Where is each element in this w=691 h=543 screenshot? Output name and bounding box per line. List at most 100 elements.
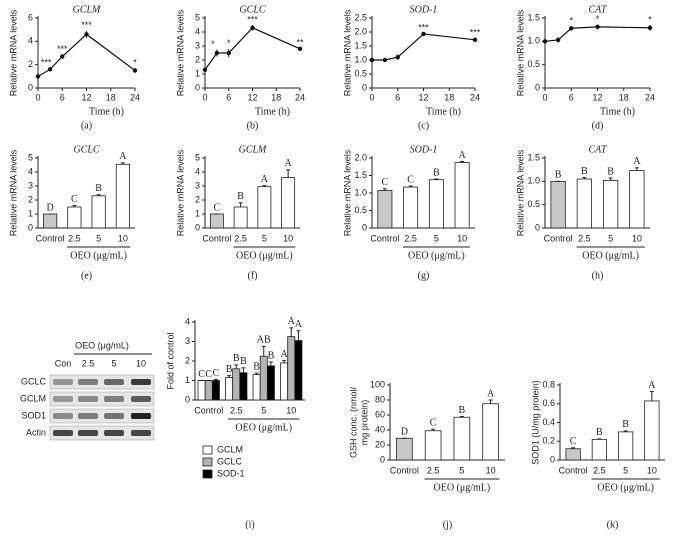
data-point	[202, 67, 208, 73]
blot-band	[53, 379, 73, 385]
significance-letter: B	[607, 166, 614, 177]
y-tick-label: 1.5	[354, 170, 367, 180]
y-axis-label: GSH conc. (nmol/	[348, 386, 358, 458]
x-tick-label: 2.5	[234, 233, 247, 243]
y-tick-label: 0	[28, 222, 33, 232]
blot-strip	[49, 425, 155, 441]
x-tick-label: Control	[202, 233, 231, 243]
significance-letter: A	[261, 174, 269, 185]
significance: ***	[41, 58, 52, 68]
blot-band	[104, 413, 124, 419]
y-tick-label: 0	[185, 394, 190, 404]
data-point	[60, 54, 65, 59]
bar	[428, 179, 444, 229]
blot-strip	[49, 408, 155, 424]
chart-title: GCLC	[73, 144, 99, 155]
x-tick-label: 5	[608, 233, 613, 243]
x-tick-label: 18	[619, 92, 629, 102]
panel-label: (c)	[418, 120, 429, 131]
panel-label: (a)	[81, 120, 92, 131]
y-tick-label: 4	[28, 36, 33, 46]
x-tick-label: 5	[434, 233, 439, 243]
x-tick-label: 6	[60, 92, 65, 102]
y-tick-label: 1.0	[354, 54, 367, 64]
chart-title: GCLM	[239, 144, 267, 155]
y-tick-label: 0.5	[527, 199, 540, 209]
panel-label: (k)	[607, 519, 619, 530]
significance: ***	[57, 44, 68, 54]
y-tick-label: 4	[195, 26, 200, 36]
significance: *	[648, 14, 652, 24]
x-tick-label: 2.5	[68, 233, 81, 243]
y-tick-label: 0.5	[527, 59, 540, 69]
data-point	[555, 37, 561, 43]
blot-band	[104, 396, 124, 402]
x-tick-label: 10	[647, 465, 657, 475]
bar	[591, 438, 607, 461]
blot-band	[104, 430, 124, 436]
blot-lane-label: 10	[136, 358, 146, 368]
significance-letter: AB	[257, 335, 271, 346]
x-tick-label: 24	[295, 92, 305, 102]
bar	[115, 163, 130, 229]
bar	[233, 206, 248, 229]
significance-letter: C	[570, 436, 577, 447]
data-point	[421, 31, 426, 37]
y-tick-label: 3	[195, 180, 200, 190]
blot-row-label: Actin	[26, 427, 46, 437]
bar	[576, 178, 592, 229]
bar	[225, 377, 234, 401]
x-axis-label: Time (h)	[89, 106, 124, 117]
chart-title: GCLM	[73, 4, 101, 15]
x-tick-label: 6	[569, 92, 574, 102]
blot-band	[53, 396, 73, 402]
bar	[197, 380, 206, 401]
y-axis-label: Relative mRNA levels	[342, 149, 352, 236]
significance-letter: A	[459, 150, 467, 161]
bar	[239, 372, 248, 401]
x-tick-label: 18	[444, 92, 454, 102]
bar	[209, 213, 224, 229]
x-tick-label: 6	[226, 92, 231, 102]
x-axis-label: OEO (μg/mL)	[70, 250, 127, 261]
bar	[403, 186, 419, 229]
y-axis-label: Relative mRNA levels	[8, 149, 18, 236]
significance-letter: A	[487, 388, 495, 399]
significance-letter: B	[433, 167, 440, 178]
y-axis-label: SOD1 (U/mg protein)	[530, 380, 540, 465]
x-tick-label: 5	[261, 405, 266, 415]
bar	[629, 170, 645, 229]
y-tick-label: 0	[535, 222, 540, 232]
bar	[550, 180, 566, 229]
y-tick-label: 1	[195, 68, 200, 78]
x-axis-label: OEO (μg/mL)	[597, 482, 654, 493]
y-tick-label: 2.5	[354, 12, 367, 22]
significance-letter: A	[119, 151, 127, 162]
data-point	[250, 25, 255, 30]
significance-letter: C	[213, 368, 220, 379]
y-tick-label: 2.0	[354, 26, 367, 36]
bar	[287, 336, 296, 401]
blot-strip	[49, 391, 155, 407]
data-point	[47, 67, 53, 72]
significance-letter: C	[205, 369, 212, 380]
y-tick-label: 1.5	[354, 40, 367, 50]
blot-lane-label: Con	[55, 358, 72, 368]
significance-letter: B	[581, 166, 588, 177]
blot-band	[131, 430, 151, 436]
y-tick-label: 40	[375, 424, 385, 434]
significance: *	[227, 38, 231, 48]
significance: ***	[247, 14, 258, 24]
chart-title: SOD-1	[410, 144, 438, 155]
y-tick-label: 5	[195, 12, 200, 22]
bar	[91, 195, 106, 229]
significance-letter: B	[596, 427, 603, 438]
x-axis-label: Time (h)	[600, 106, 635, 117]
data-point	[132, 68, 138, 73]
blot-lane-label: 2.5	[82, 358, 95, 368]
y-tick-label: 1.0	[354, 187, 367, 197]
x-tick-label: 24	[470, 92, 480, 102]
significance: ***	[418, 22, 429, 32]
x-axis-label: OEO (μg/mL)	[236, 250, 293, 261]
